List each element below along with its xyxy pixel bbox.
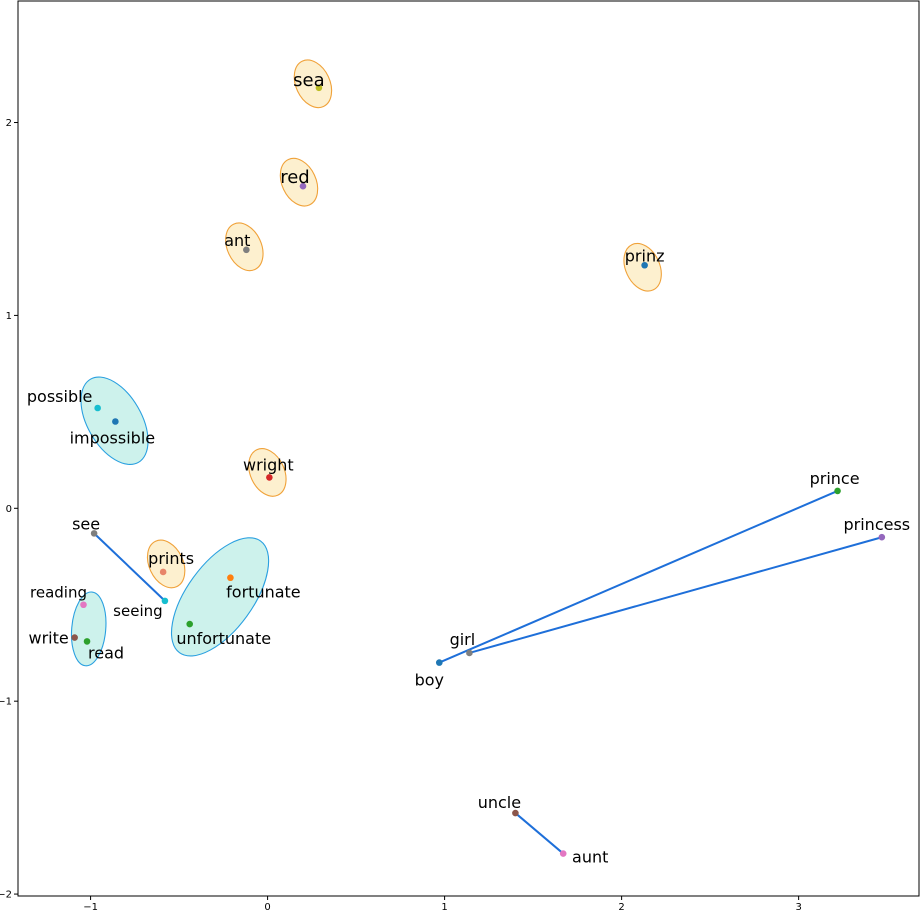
cluster-ellipse-wright: [248, 448, 287, 497]
label-ant: ant: [224, 231, 250, 250]
point-uncle: [512, 809, 519, 817]
label-write: write: [29, 629, 69, 648]
cluster-ellipse-ant: [225, 222, 264, 272]
y-tick-label: −2: [0, 890, 12, 901]
point-wright: [266, 474, 273, 481]
label-impossible: impossible: [70, 428, 156, 447]
label-uncle: uncle: [478, 793, 521, 812]
point-reading: [80, 601, 87, 609]
x-tick-label: 1: [441, 902, 447, 912]
point-prince: [834, 487, 841, 495]
point-unfortunate: [186, 620, 194, 628]
label-sea: sea: [293, 70, 324, 91]
connection-lines: [93, 490, 883, 855]
point-impossible: [112, 418, 119, 425]
x-tick-label: 3: [795, 902, 801, 912]
label-girl: girl: [450, 630, 476, 649]
label-seeing: seeing: [113, 602, 162, 620]
label-reading: reading: [30, 584, 87, 602]
label-unfortunate: unfortunate: [176, 629, 271, 648]
label-prinz: prinz: [625, 246, 665, 265]
cluster-ellipse-red: [279, 157, 319, 207]
cluster-ellipse-fortunate-unfortunate: [170, 537, 270, 657]
point-boy: [435, 659, 443, 666]
cluster-ellipse-sea: [293, 59, 333, 109]
y-tick-label: −1: [0, 697, 12, 708]
label-wright: wright: [243, 455, 294, 474]
point-write: [71, 634, 78, 641]
cluster-ellipses: [70, 59, 662, 667]
axis-ticks: −1 0 1 2 3 2 1 0 −1 −2: [0, 118, 802, 913]
point-seeing: [161, 597, 169, 605]
y-tick-label: 1: [6, 311, 12, 322]
connection-see-seeing: [93, 532, 166, 602]
connection-girl-princess: [469, 536, 883, 654]
cluster-ellipse-prints: [146, 539, 186, 589]
plot-frame: [17, 0, 920, 897]
x-tick-label: 0: [264, 902, 270, 912]
point-fortunate: [227, 574, 234, 582]
point-prinz: [641, 261, 648, 269]
label-red: red: [280, 167, 310, 188]
label-fortunate: fortunate: [226, 583, 300, 602]
label-see: see: [72, 514, 100, 533]
point-prints: [159, 568, 167, 576]
connection-boy-prince: [438, 490, 838, 664]
label-princess: princess: [844, 515, 911, 534]
point-labels: sea red ant prinz possible impossible wright se…: [27, 70, 910, 867]
y-tick-label: 0: [6, 504, 12, 515]
point-ant: [243, 246, 250, 254]
x-tick-label: 2: [618, 902, 624, 912]
point-see: [90, 530, 98, 537]
point-sea: [315, 84, 323, 92]
label-prince: prince: [810, 469, 860, 488]
point-aunt: [559, 850, 567, 857]
connection-uncle-aunt: [514, 812, 564, 855]
label-prints: prints: [148, 549, 194, 568]
point-girl: [466, 649, 473, 657]
x-tick-label: −1: [83, 902, 98, 912]
point-princess: [878, 533, 886, 541]
label-aunt: aunt: [572, 848, 608, 867]
cluster-ellipse-reading-write-read: [70, 591, 107, 667]
y-tick-label: 2: [6, 118, 12, 129]
label-read: read: [88, 643, 124, 662]
point-read: [83, 638, 91, 645]
label-boy: boy: [415, 671, 444, 690]
point-red: [299, 182, 307, 190]
data-points: [71, 84, 886, 857]
point-possible: [94, 404, 101, 412]
label-possible: possible: [27, 387, 93, 406]
